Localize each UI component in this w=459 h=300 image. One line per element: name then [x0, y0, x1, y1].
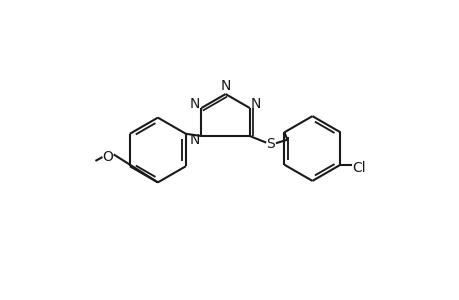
Text: Cl: Cl [352, 161, 365, 175]
Text: N: N [251, 98, 261, 111]
Text: O: O [102, 150, 113, 164]
Text: N: N [190, 133, 200, 147]
Text: N: N [190, 98, 200, 111]
Text: S: S [266, 137, 274, 151]
Text: N: N [220, 79, 230, 93]
